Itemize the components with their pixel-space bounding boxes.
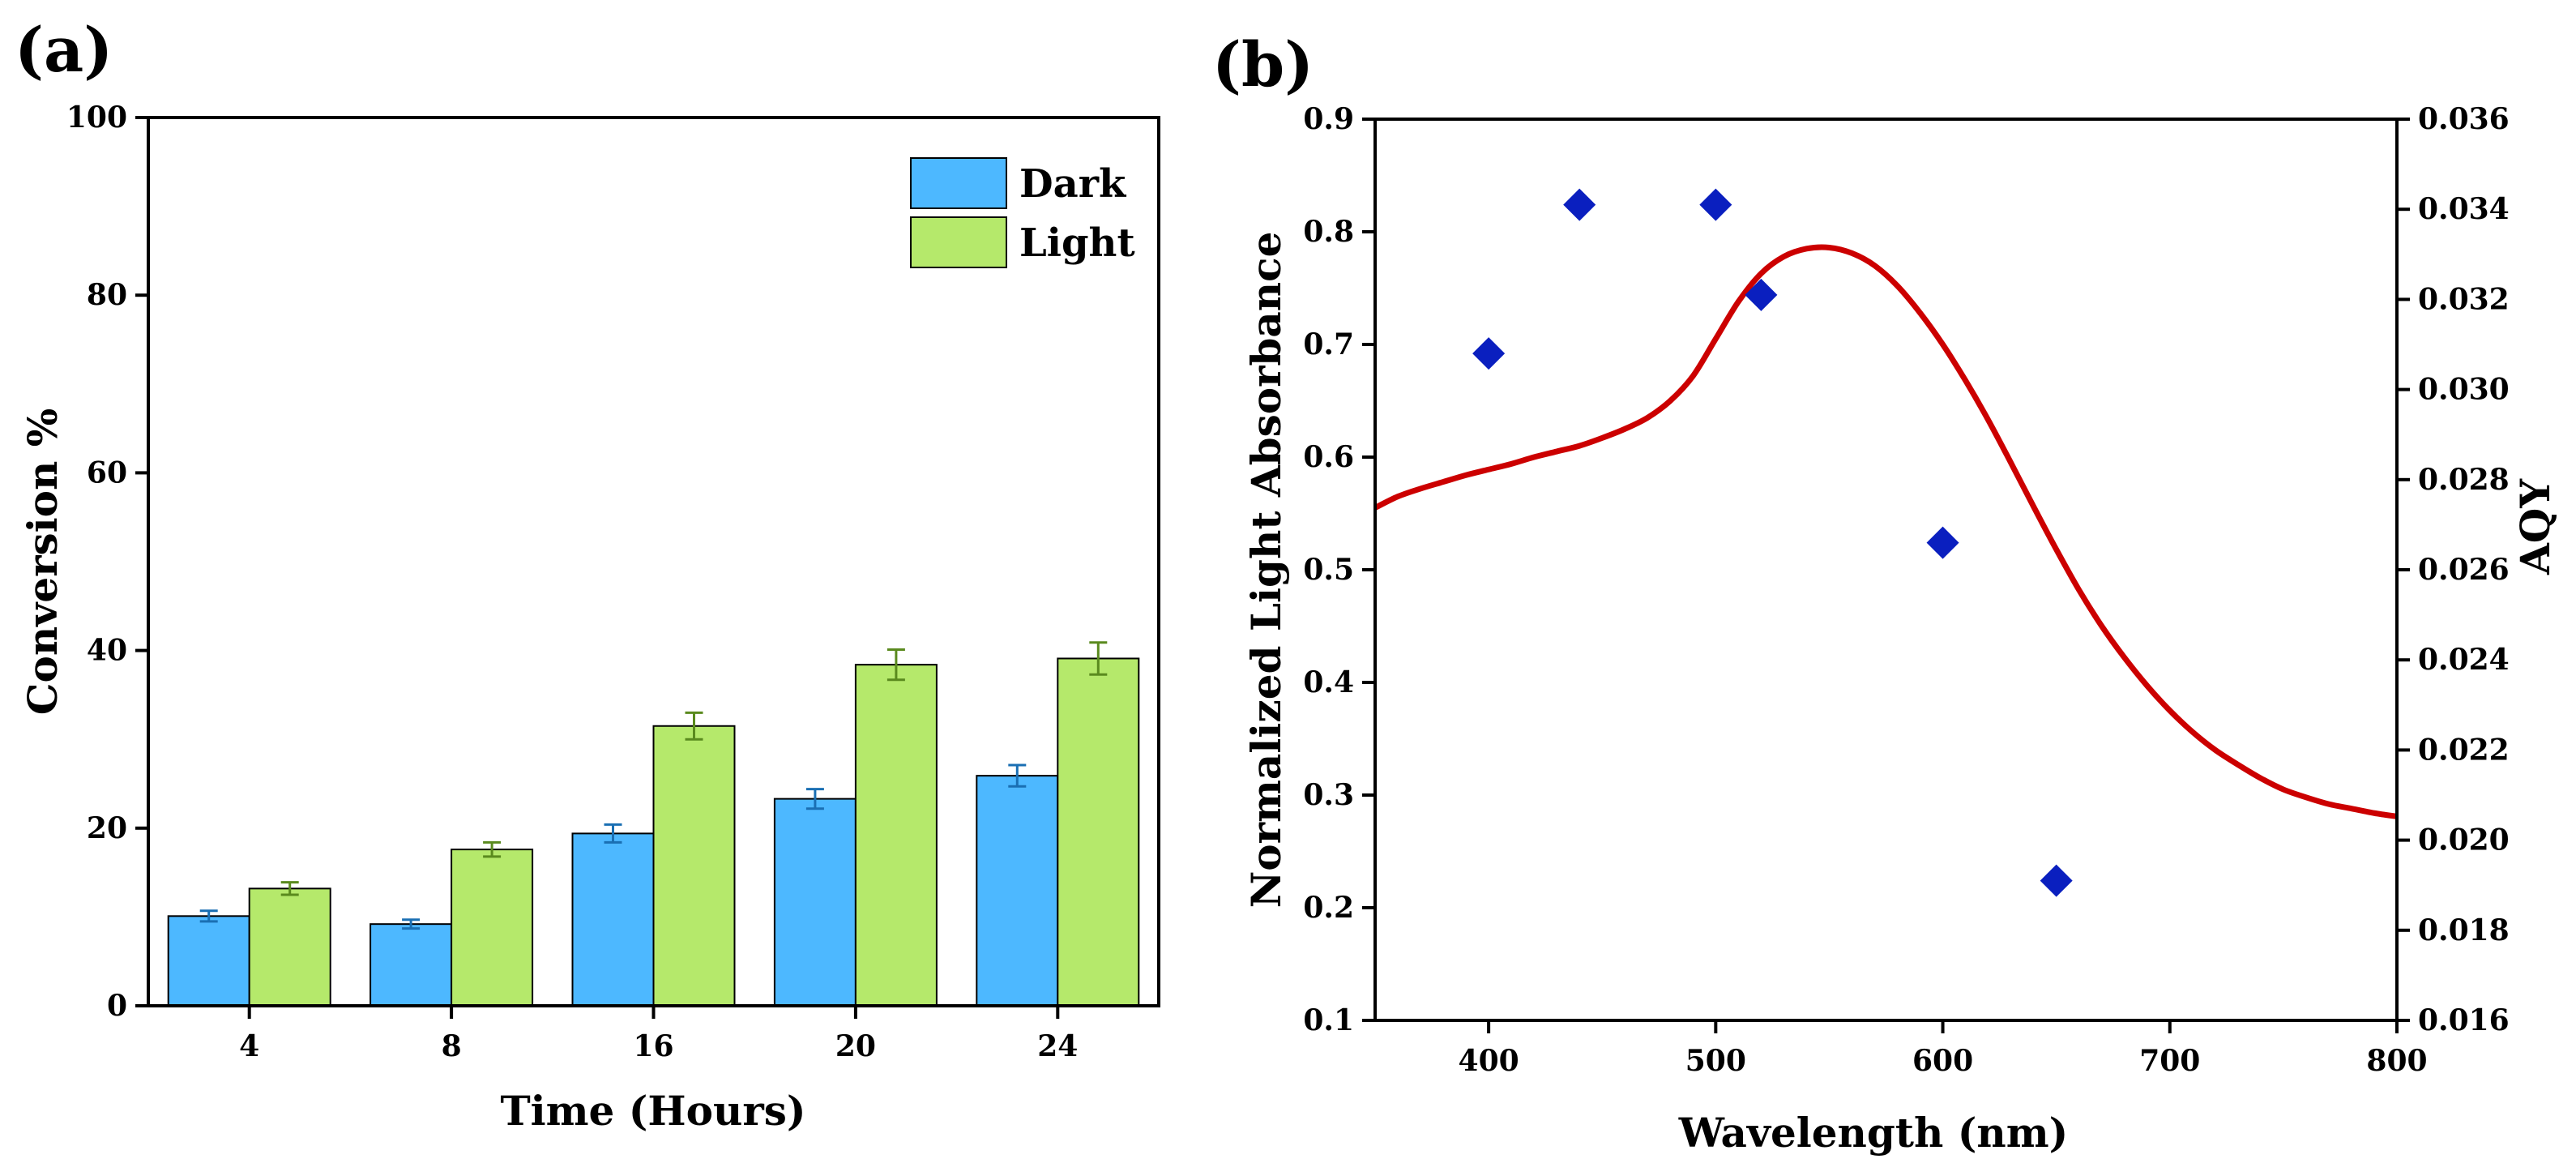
aqy-data-point (1926, 526, 1959, 559)
bar-light (1057, 657, 1140, 1007)
bar-light (652, 725, 736, 1007)
x-tick-label: 700 (2139, 1044, 2200, 1078)
panel-b-right-y-axis-title: AQY (2511, 478, 2559, 575)
bar-light (854, 664, 938, 1007)
bar-dark (773, 798, 857, 1007)
legend-label-light: Light (1019, 220, 1135, 266)
x-tick-label: 8 (442, 1029, 462, 1063)
aqy-data-point (1472, 337, 1506, 370)
y-tick-label: 0 (107, 989, 127, 1023)
y-tick-label: 40 (87, 634, 127, 668)
bar-dark (167, 915, 250, 1007)
aqy-data-point (1745, 278, 1778, 311)
bar-dark (976, 775, 1059, 1007)
panel-a-x-ticks: 4 8 16 20 24 (239, 1006, 1078, 1063)
left-y-tick-label: 0.8 (1303, 215, 1354, 249)
panel-b-left-y-ticks: 0.1 0.2 0.3 0.4 0.5 0.6 0.7 0.8 0.9 (1303, 102, 1375, 1037)
right-y-tick-label: 0.036 (2418, 102, 2510, 136)
right-y-tick-label: 0.032 (2418, 282, 2510, 316)
panel-a-x-axis-title: Time (Hours) (500, 1087, 805, 1135)
right-y-tick-label: 0.028 (2418, 463, 2510, 497)
left-y-tick-label: 0.3 (1303, 778, 1354, 812)
panel-b-dual-axis-chart: (b) 0.10.20.30.40.50.60.70.80.9 0.0160.0… (1212, 28, 2559, 1157)
legend-swatch-light (910, 216, 1007, 268)
panel-b-absorbance-line (1373, 244, 2398, 819)
panel-a-legend: Dark Light (910, 157, 1135, 268)
panel-b-x-ticks: 400 500 600 700 800 (1459, 1020, 2428, 1078)
x-tick-label: 16 (633, 1029, 673, 1063)
x-tick-label: 4 (239, 1029, 259, 1063)
panel-b-x-axis-title: Wavelength (nm) (1678, 1109, 2069, 1157)
aqy-data-point (2040, 864, 2073, 897)
y-tick-label: 60 (87, 455, 127, 490)
right-y-tick-label: 0.030 (2418, 373, 2510, 407)
left-y-tick-label: 0.6 (1303, 440, 1354, 474)
left-y-tick-label: 0.4 (1303, 665, 1354, 699)
right-y-tick-label: 0.020 (2418, 823, 2510, 857)
right-y-tick-label: 0.016 (2418, 1003, 2510, 1037)
right-y-tick-label: 0.026 (2418, 553, 2510, 587)
x-tick-label: 500 (1685, 1044, 1746, 1078)
x-tick-label: 400 (1459, 1044, 1519, 1078)
y-tick-label: 20 (87, 811, 127, 845)
bar-light (248, 887, 331, 1007)
bar-dark (571, 832, 655, 1007)
y-tick-label: 100 (66, 100, 127, 135)
right-y-tick-label: 0.024 (2418, 643, 2510, 677)
y-tick-label: 80 (87, 278, 127, 312)
bar-light (451, 849, 534, 1007)
aqy-data-point (1563, 188, 1596, 221)
legend-label-dark: Dark (1019, 161, 1127, 207)
panel-a-error-bars (199, 641, 1108, 930)
absorbance-series-line (1373, 244, 2398, 819)
panel-b-label: (b) (1212, 28, 1314, 100)
panel-b-aqy-points (1472, 188, 2073, 897)
right-y-tick-label: 0.034 (2418, 192, 2510, 226)
panel-a-y-ticks: 0 20 40 60 80 100 (66, 100, 148, 1023)
x-tick-label: 600 (1912, 1044, 1973, 1078)
panel-a-bar-chart: (a) 0 20 40 60 80 100 4 8 16 20 24 Time (Hours) C… (15, 14, 1160, 1135)
legend-swatch-dark (910, 157, 1007, 209)
left-y-tick-label: 0.7 (1303, 327, 1354, 361)
bar-dark (370, 923, 453, 1007)
left-y-tick-label: 0.2 (1303, 891, 1354, 925)
panel-b-left-y-axis-title: Normalized Light Absorbance (1242, 232, 1290, 909)
left-y-tick-label: 0.5 (1303, 553, 1354, 587)
x-tick-label: 20 (835, 1029, 876, 1063)
aqy-data-point (1699, 188, 1732, 221)
left-y-tick-label: 0.1 (1303, 1003, 1354, 1037)
right-y-tick-label: 0.018 (2418, 913, 2510, 947)
panel-a-label: (a) (15, 14, 113, 86)
right-y-tick-label: 0.022 (2418, 733, 2510, 767)
x-tick-label: 800 (2366, 1044, 2427, 1078)
panel-b-right-y-ticks: 0.016 0.018 0.020 0.022 0.024 0.026 0.028 0.030… (2397, 102, 2510, 1037)
panel-a-y-axis-title: Conversion % (19, 408, 66, 715)
left-y-tick-label: 0.9 (1303, 102, 1354, 136)
x-tick-label: 24 (1037, 1029, 1078, 1063)
